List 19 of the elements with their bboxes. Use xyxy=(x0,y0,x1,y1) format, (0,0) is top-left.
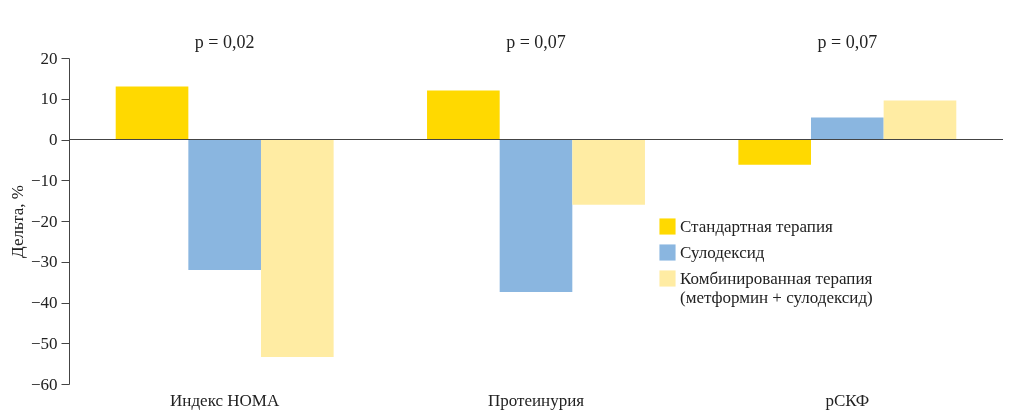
legend-label: Комбинированная терапия (метформин + сулодексид) xyxy=(680,268,873,307)
y-tick-label: −20 xyxy=(30,211,58,231)
y-tick-label: 10 xyxy=(40,89,58,109)
x-tick-label: Протеинурия xyxy=(487,390,585,410)
y-tick-label: −50 xyxy=(30,333,58,353)
y-tick-label: −60 xyxy=(30,374,58,394)
text: p = 0,07 xyxy=(817,32,878,52)
legend-label: Сулодексид xyxy=(680,242,765,262)
text: p = 0,07 xyxy=(506,32,566,52)
x-tick-label: Индекс HOMA xyxy=(170,390,280,410)
y-tick-label: −40 xyxy=(30,293,58,312)
y-tick-label: 20 xyxy=(40,48,58,68)
y-tick-label: −10 xyxy=(30,170,58,190)
x-tick-label: рСКФ xyxy=(825,390,870,410)
y-tick-label: 0 xyxy=(49,130,58,149)
y-axis-title: Дельта, % xyxy=(7,185,27,258)
text: p = 0,02 xyxy=(194,32,255,52)
y-tick-label: −30 xyxy=(30,252,58,272)
legend-label: Стандартная терапия xyxy=(680,216,833,236)
